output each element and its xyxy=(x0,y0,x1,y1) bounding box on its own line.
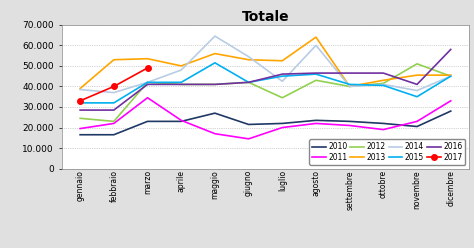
2010 xyxy=(414,125,420,128)
2014 xyxy=(448,75,454,78)
2011 xyxy=(381,128,386,131)
2013 xyxy=(347,85,353,88)
2016 xyxy=(280,73,285,76)
Line: 2011: 2011 xyxy=(80,98,451,139)
2011 xyxy=(246,137,251,140)
2016 xyxy=(145,83,150,86)
2014 xyxy=(178,68,184,71)
Line: 2013: 2013 xyxy=(80,37,451,89)
2017 xyxy=(111,85,117,88)
2010 xyxy=(448,110,454,113)
2016 xyxy=(313,72,319,75)
2010 xyxy=(381,122,386,125)
2016 xyxy=(381,72,386,75)
2012 xyxy=(246,81,251,84)
2016 xyxy=(414,83,420,86)
2014 xyxy=(313,44,319,47)
2010 xyxy=(145,120,150,123)
2013 xyxy=(111,58,117,61)
2016 xyxy=(448,48,454,51)
2015 xyxy=(280,75,285,78)
2016 xyxy=(178,83,184,86)
2010 xyxy=(212,112,218,115)
2016 xyxy=(246,81,251,84)
Line: 2010: 2010 xyxy=(80,111,451,135)
2011 xyxy=(414,120,420,123)
2015 xyxy=(145,81,150,84)
2013 xyxy=(414,74,420,77)
2015 xyxy=(111,101,117,104)
2012 xyxy=(414,62,420,65)
2013 xyxy=(212,52,218,55)
2014 xyxy=(212,35,218,38)
2012 xyxy=(111,120,117,123)
2012 xyxy=(448,75,454,78)
2016 xyxy=(212,83,218,86)
2013 xyxy=(313,36,319,39)
2012 xyxy=(145,81,150,84)
2011 xyxy=(347,124,353,127)
2011 xyxy=(145,96,150,99)
2011 xyxy=(111,122,117,125)
2013 xyxy=(381,79,386,82)
2010 xyxy=(246,123,251,126)
2012 xyxy=(178,83,184,86)
2012 xyxy=(313,79,319,82)
2013 xyxy=(178,64,184,67)
2016 xyxy=(77,109,83,112)
2011 xyxy=(178,119,184,122)
2011 xyxy=(313,122,319,125)
2015 xyxy=(246,81,251,84)
2015 xyxy=(313,73,319,76)
2010 xyxy=(77,133,83,136)
2011 xyxy=(280,126,285,129)
2015 xyxy=(77,101,83,104)
2013 xyxy=(77,87,83,90)
Line: 2017: 2017 xyxy=(77,65,150,104)
Line: 2016: 2016 xyxy=(80,49,451,110)
2012 xyxy=(347,85,353,88)
Line: 2012: 2012 xyxy=(80,64,451,121)
2015 xyxy=(448,75,454,78)
2012 xyxy=(280,96,285,99)
2015 xyxy=(347,83,353,86)
2012 xyxy=(212,83,218,86)
2014 xyxy=(145,81,150,84)
2013 xyxy=(246,58,251,61)
2014 xyxy=(111,91,117,94)
2015 xyxy=(414,95,420,98)
2010 xyxy=(313,119,319,122)
2011 xyxy=(77,127,83,130)
Title: Totale: Totale xyxy=(242,10,289,24)
2011 xyxy=(212,132,218,135)
2014 xyxy=(77,88,83,91)
2010 xyxy=(111,133,117,136)
Legend: 2010, 2011, 2012, 2013, 2014, 2015, 2016, 2017: 2010, 2011, 2012, 2013, 2014, 2015, 2016… xyxy=(309,139,465,165)
2015 xyxy=(381,84,386,87)
2013 xyxy=(448,74,454,77)
2012 xyxy=(381,82,386,85)
2015 xyxy=(212,61,218,64)
2017 xyxy=(145,66,150,69)
Line: 2014: 2014 xyxy=(80,36,451,93)
2014 xyxy=(246,55,251,58)
2010 xyxy=(280,122,285,125)
2017 xyxy=(77,99,83,102)
2014 xyxy=(381,83,386,86)
Line: 2015: 2015 xyxy=(80,63,451,103)
2011 xyxy=(448,99,454,102)
2013 xyxy=(145,57,150,60)
2014 xyxy=(280,80,285,83)
2016 xyxy=(347,72,353,75)
2012 xyxy=(77,117,83,120)
2014 xyxy=(414,89,420,92)
2010 xyxy=(178,120,184,123)
2010 xyxy=(347,120,353,123)
2013 xyxy=(280,59,285,62)
2015 xyxy=(178,81,184,84)
2014 xyxy=(347,85,353,88)
2016 xyxy=(111,109,117,112)
